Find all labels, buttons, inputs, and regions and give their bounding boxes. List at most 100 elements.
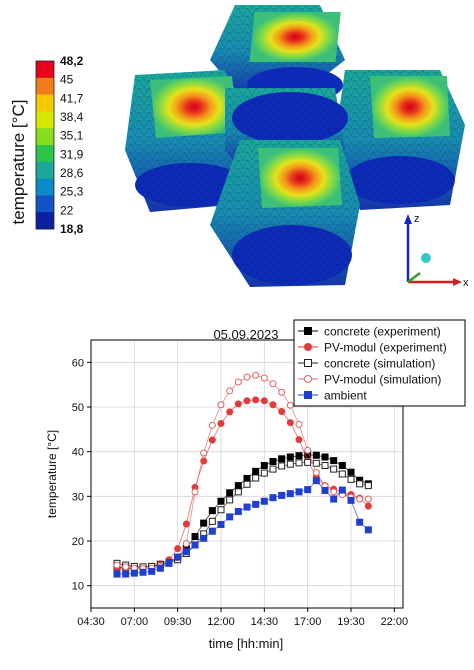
colorbar-segment — [36, 178, 54, 196]
data-point — [252, 371, 260, 379]
legend-marker — [304, 343, 312, 351]
data-point — [260, 397, 268, 405]
data-point — [200, 534, 208, 542]
data-point — [330, 465, 338, 473]
data-point — [234, 488, 242, 496]
data-point — [243, 397, 251, 405]
colorbar-tick-label: 41,7 — [60, 91, 84, 105]
legend-marker — [304, 359, 312, 367]
data-point — [364, 495, 372, 503]
data-point — [286, 453, 294, 461]
colorbar-label: temperature [°C] — [9, 100, 28, 225]
data-point — [312, 477, 320, 485]
data-point — [174, 553, 182, 561]
data-point — [226, 408, 234, 416]
data-point — [269, 465, 277, 473]
axis-triad: z x — [404, 213, 469, 289]
series — [113, 396, 372, 573]
x-tick-label: 14:30 — [251, 616, 279, 628]
x-tick-label: 19:30 — [337, 616, 365, 628]
data-point — [200, 449, 208, 457]
data-point — [286, 401, 294, 409]
data-point — [286, 490, 294, 498]
data-point — [338, 470, 346, 478]
data-point — [217, 401, 225, 409]
y-tick-label: 50 — [72, 402, 84, 414]
data-point — [278, 455, 286, 463]
data-point — [208, 517, 216, 525]
data-point — [122, 563, 130, 571]
data-point — [217, 420, 225, 428]
data-point — [321, 453, 329, 461]
colorbar-segment — [36, 161, 54, 180]
colorbar-segment — [36, 195, 54, 213]
colorbar-segment — [36, 145, 54, 163]
data-point — [278, 407, 286, 415]
data-point — [252, 500, 260, 508]
legend-label: concrete (experiment) — [324, 325, 441, 339]
data-point — [312, 451, 320, 459]
colorbar-tick-label: 25,3 — [60, 185, 84, 199]
data-point — [252, 474, 260, 482]
data-point — [156, 564, 164, 572]
legend-label: concrete (simulation) — [324, 357, 435, 371]
data-point — [191, 541, 199, 549]
data-point — [278, 462, 286, 470]
data-point — [321, 487, 329, 495]
series-line — [117, 480, 369, 575]
data-point — [113, 561, 121, 569]
data-point — [260, 462, 268, 470]
data-point — [174, 545, 182, 553]
data-point — [295, 452, 303, 460]
data-point — [269, 457, 277, 465]
hex-cell-right — [335, 70, 465, 210]
data-point — [338, 462, 346, 470]
data-point — [330, 488, 338, 496]
colorbar-tick-label: 45 — [60, 73, 74, 87]
data-point — [356, 480, 364, 488]
y-tick-label: 10 — [72, 581, 84, 593]
data-point — [356, 495, 364, 503]
data-point — [148, 567, 156, 575]
plot-area-frame — [90, 339, 404, 609]
data-point — [113, 570, 121, 578]
data-point — [364, 526, 372, 534]
y-axis-label: temperature [°C] — [45, 430, 59, 518]
x-tick-label: 22:00 — [381, 616, 409, 628]
axis-z-label: z — [414, 213, 420, 225]
data-point — [182, 540, 190, 548]
data-point — [217, 497, 225, 505]
data-point — [295, 459, 303, 467]
data-point — [260, 497, 268, 505]
legend-marker — [304, 391, 312, 399]
data-point — [226, 496, 234, 504]
data-point — [260, 469, 268, 477]
data-point — [122, 570, 130, 578]
y-axis: 10 20 30 40 50 60 — [72, 357, 91, 593]
temperature-chart: 04:30 07:00 09:30 12:00 14:30 17:00 19:30 22:00… — [45, 319, 466, 651]
legend-marker — [304, 375, 312, 383]
colorbar-segment — [36, 128, 54, 146]
data-point — [191, 533, 199, 541]
data-point — [304, 486, 312, 494]
data-point — [226, 513, 234, 521]
data-point — [364, 482, 372, 490]
legend-label: ambient — [324, 389, 367, 403]
data-point — [226, 489, 234, 497]
y-tick-label: 20 — [72, 536, 84, 548]
axis-x-label: x — [463, 277, 469, 289]
data-point — [234, 508, 242, 516]
data-point — [295, 436, 303, 444]
data-point — [269, 494, 277, 502]
series — [113, 458, 372, 571]
y-tick-label: 40 — [72, 447, 84, 459]
data-point — [312, 469, 320, 477]
x-tick-label: 12:00 — [207, 616, 235, 628]
data-point — [243, 503, 251, 511]
data-point — [252, 467, 260, 475]
data-point — [208, 527, 216, 535]
colorbar-segment — [36, 94, 54, 112]
hex-cell-top — [210, 5, 345, 103]
legend-box — [293, 319, 466, 407]
data-point — [234, 482, 242, 490]
